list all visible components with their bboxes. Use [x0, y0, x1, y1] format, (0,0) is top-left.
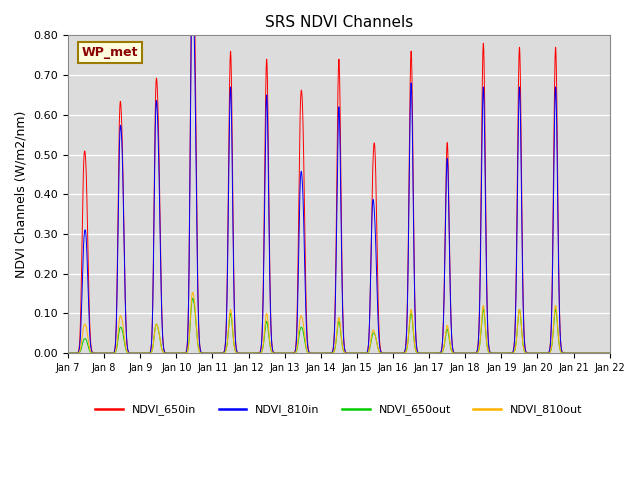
NDVI_810in — [64, 350, 72, 356]
Line: NDVI_650in: NDVI_650in — [68, 0, 610, 353]
NDVI_650in — [605, 350, 613, 356]
NDVI_810in — [161, 350, 169, 356]
NDVI_650in — [64, 350, 72, 356]
NDVI_650in — [460, 350, 468, 356]
Line: NDVI_810out: NDVI_810out — [68, 292, 610, 353]
NDVI_810in — [430, 350, 438, 356]
NDVI_810out — [161, 350, 169, 356]
NDVI_650out — [460, 350, 468, 356]
NDVI_650in — [491, 350, 499, 356]
NDVI_810out — [460, 350, 468, 356]
NDVI_810in — [319, 350, 326, 356]
Line: NDVI_650out: NDVI_650out — [68, 298, 610, 353]
NDVI_650in — [606, 350, 614, 356]
Line: NDVI_810in: NDVI_810in — [68, 0, 610, 353]
NDVI_650out — [606, 350, 614, 356]
NDVI_650out — [491, 350, 499, 356]
Text: WP_met: WP_met — [81, 46, 138, 59]
NDVI_650in — [430, 350, 438, 356]
NDVI_810out — [605, 350, 613, 356]
NDVI_650out — [605, 350, 613, 356]
NDVI_810out — [319, 350, 326, 356]
Title: SRS NDVI Channels: SRS NDVI Channels — [265, 15, 413, 30]
NDVI_650out — [430, 350, 438, 356]
NDVI_810in — [605, 350, 613, 356]
NDVI_650in — [570, 350, 577, 356]
NDVI_810out — [64, 350, 72, 356]
NDVI_810in — [491, 350, 499, 356]
NDVI_810out — [606, 350, 614, 356]
NDVI_650out — [189, 295, 196, 301]
NDVI_810out — [189, 289, 196, 295]
NDVI_810out — [570, 350, 577, 356]
Y-axis label: NDVI Channels (W/m2/nm): NDVI Channels (W/m2/nm) — [15, 110, 28, 278]
NDVI_650out — [64, 350, 72, 356]
NDVI_810in — [460, 350, 468, 356]
NDVI_810in — [606, 350, 614, 356]
NDVI_810out — [491, 350, 499, 356]
NDVI_650out — [319, 350, 326, 356]
NDVI_650in — [161, 350, 169, 356]
Legend: NDVI_650in, NDVI_810in, NDVI_650out, NDVI_810out: NDVI_650in, NDVI_810in, NDVI_650out, NDV… — [91, 400, 587, 420]
NDVI_650out — [570, 350, 577, 356]
NDVI_810out — [430, 350, 438, 356]
NDVI_810in — [570, 350, 577, 356]
NDVI_650in — [319, 350, 326, 356]
NDVI_650out — [161, 350, 169, 356]
